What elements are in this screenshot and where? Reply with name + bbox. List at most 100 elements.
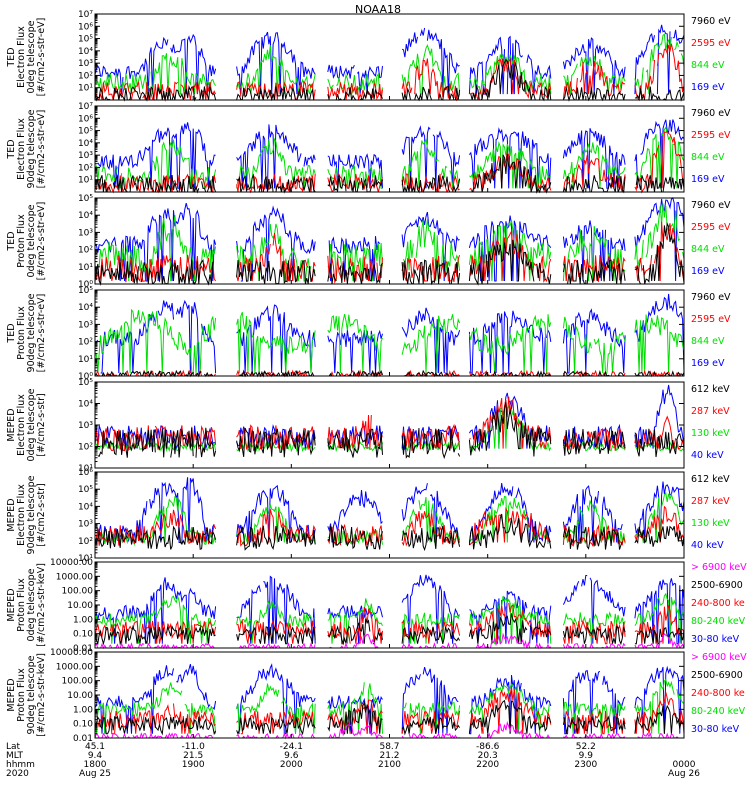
legend-entry: 30-80 keV xyxy=(691,724,740,735)
y-tick-label: 10³ xyxy=(78,421,93,431)
legend-entry: 612 keV xyxy=(691,384,730,395)
x-tick-label: 1800 xyxy=(84,760,107,770)
legend-entry: 7960 eV xyxy=(691,108,731,119)
y-tick-label: 1.00 xyxy=(73,705,93,715)
y-tick-label: 10⁴ xyxy=(78,47,93,57)
y-tick-label: 10² xyxy=(78,443,93,453)
y-tick-label: 10⁵ xyxy=(78,286,93,296)
legend-entry: 844 eV xyxy=(691,336,725,347)
y-axis-label: 90deg telescope xyxy=(26,293,37,372)
legend-entry: 2500-6900 xyxy=(691,580,743,591)
legend-entry: 7960 eV xyxy=(691,292,731,303)
legend-entry: 80-240 keV xyxy=(691,706,746,717)
panel-4: 10⁰ 10¹ 10² 10³ 10⁴ 10⁵ TED Proton Flux 90deg te… xyxy=(6,286,731,382)
y-tick-label: 10000.00 xyxy=(50,558,93,568)
x-tick-label: 52.2 xyxy=(576,742,596,752)
y-tick-label: 10⁴ xyxy=(78,139,93,149)
x-tick-label: 0000 xyxy=(673,760,696,770)
x-tick-label: 9.4 xyxy=(88,751,103,761)
legend-entry: 2595 eV xyxy=(691,222,731,233)
y-tick-label: 100.00 xyxy=(62,587,94,597)
y-tick-label: 10⁷ xyxy=(78,10,93,20)
panel-7: 0.01 0.10 1.00 10.00 100.00 1000.00 10000.00 ME… xyxy=(6,558,747,654)
y-tick-label: 10¹ xyxy=(78,554,93,564)
y-tick-label: 10¹ xyxy=(78,176,93,186)
legend-entry: 169 eV xyxy=(691,358,725,369)
series-40-kev xyxy=(95,477,685,545)
y-axis-label: Electron Flux xyxy=(16,394,27,456)
series-169-ev xyxy=(94,24,685,95)
x-row-label: MLT xyxy=(6,751,24,761)
x-row-label: 2020 xyxy=(6,769,29,779)
y-tick-label: 10² xyxy=(78,71,93,81)
x-tick-label: 21.5 xyxy=(183,751,203,761)
y-tick-label: 10⁴ xyxy=(78,400,93,410)
y-tick-label: 10⁰ xyxy=(78,280,93,290)
y-axis-label: [#/cm2-s-str-eV] xyxy=(36,202,47,281)
y-tick-label: 10⁵ xyxy=(78,485,93,495)
y-tick-label: 10³ xyxy=(78,59,93,69)
series-30-80-kev xyxy=(94,663,685,735)
x-tick-label: Aug 25 xyxy=(79,769,111,779)
y-axis-label: 0deg telescope xyxy=(26,388,37,461)
legend-entry: 2595 eV xyxy=(691,38,731,49)
y-tick-label: 0.01 xyxy=(73,734,93,744)
y-tick-label: 1000.00 xyxy=(56,662,93,672)
series-844-ev xyxy=(94,33,685,96)
x-tick-label: 20.3 xyxy=(478,751,498,761)
legend-entry: 130 keV xyxy=(691,518,730,529)
y-tick-label: 10¹ xyxy=(78,84,93,94)
y-tick-label: 10⁴ xyxy=(78,502,93,512)
x-tick-label: -86.6 xyxy=(476,742,500,752)
y-tick-label: 10² xyxy=(78,537,93,547)
y-tick-label: 10.00 xyxy=(67,691,93,701)
y-axis-label: Proton Flux xyxy=(16,668,27,722)
y-tick-label: 10¹ xyxy=(78,263,93,273)
y-tick-label: 10⁵ xyxy=(78,194,93,204)
y-tick-label: 10³ xyxy=(78,228,93,238)
legend-entry: 844 eV xyxy=(691,152,725,163)
x-tick-label: -11.0 xyxy=(182,742,206,752)
y-axis-label: 0deg telescope xyxy=(26,568,37,641)
series-2500-6900 xyxy=(94,613,685,646)
chart-title: NOAA18 xyxy=(355,3,401,16)
series-612-kev xyxy=(97,402,684,460)
legend-entry: 844 eV xyxy=(691,60,725,71)
y-axis-label: TED xyxy=(6,323,17,343)
legend-entry: 287 keV xyxy=(691,406,730,417)
legend-entry: > 6900 keV xyxy=(691,562,747,573)
x-row-label: hhmm xyxy=(6,760,35,770)
y-tick-label: 10³ xyxy=(78,520,93,530)
y-axis-label: TED xyxy=(6,47,17,67)
x-tick-label: 2100 xyxy=(378,760,401,770)
y-axis-label: Electron Flux xyxy=(16,26,27,88)
legend-entry: 40 keV xyxy=(691,540,724,551)
series-80-240-kev xyxy=(94,592,685,645)
panel-3: 10⁰ 10¹ 10² 10³ 10⁴ 10⁵ TED Proton Flux 0deg tel… xyxy=(6,194,731,290)
legend-entry: 2500-6900 xyxy=(691,670,743,681)
y-axis-label: 0deg telescope xyxy=(26,204,37,277)
y-tick-label: 10000.00 xyxy=(50,648,93,658)
x-tick-label: 2000 xyxy=(280,760,303,770)
y-tick-label: 10⁴ xyxy=(78,303,93,313)
y-axis-label: [#/cm2-s-str-eV] xyxy=(36,110,47,189)
y-axis-label: TED xyxy=(6,139,17,159)
y-tick-label: 10¹ xyxy=(78,355,93,365)
y-tick-label: 100.00 xyxy=(62,677,94,687)
y-tick-label: 0.10 xyxy=(73,630,93,640)
legend-entry: 7960 eV xyxy=(691,200,731,211)
x-tick-label: 9.6 xyxy=(284,751,299,761)
legend-entry: 2595 eV xyxy=(691,314,731,325)
series-2500-6900 xyxy=(94,699,685,736)
y-axis-label: 0deg telescope xyxy=(26,20,37,93)
series-612-kev xyxy=(94,513,685,552)
y-axis-label: Electron Flux xyxy=(16,484,27,546)
y-tick-label: 10⁶ xyxy=(78,468,93,478)
legend-entry: 80-240 keV xyxy=(691,616,746,627)
panel-5: 10¹ 10² 10³ 10⁴ 10⁵ MEPED Electron Flux 0deg te… xyxy=(6,378,730,474)
y-tick-label: 10⁴ xyxy=(78,211,93,221)
legend-entry: 30-80 keV xyxy=(691,634,740,645)
panel-6: 10¹ 10² 10³ 10⁴ 10⁵ 10⁶ MEPED Electron Flux 90de… xyxy=(6,468,730,564)
y-tick-label: 10¹ xyxy=(78,464,93,474)
